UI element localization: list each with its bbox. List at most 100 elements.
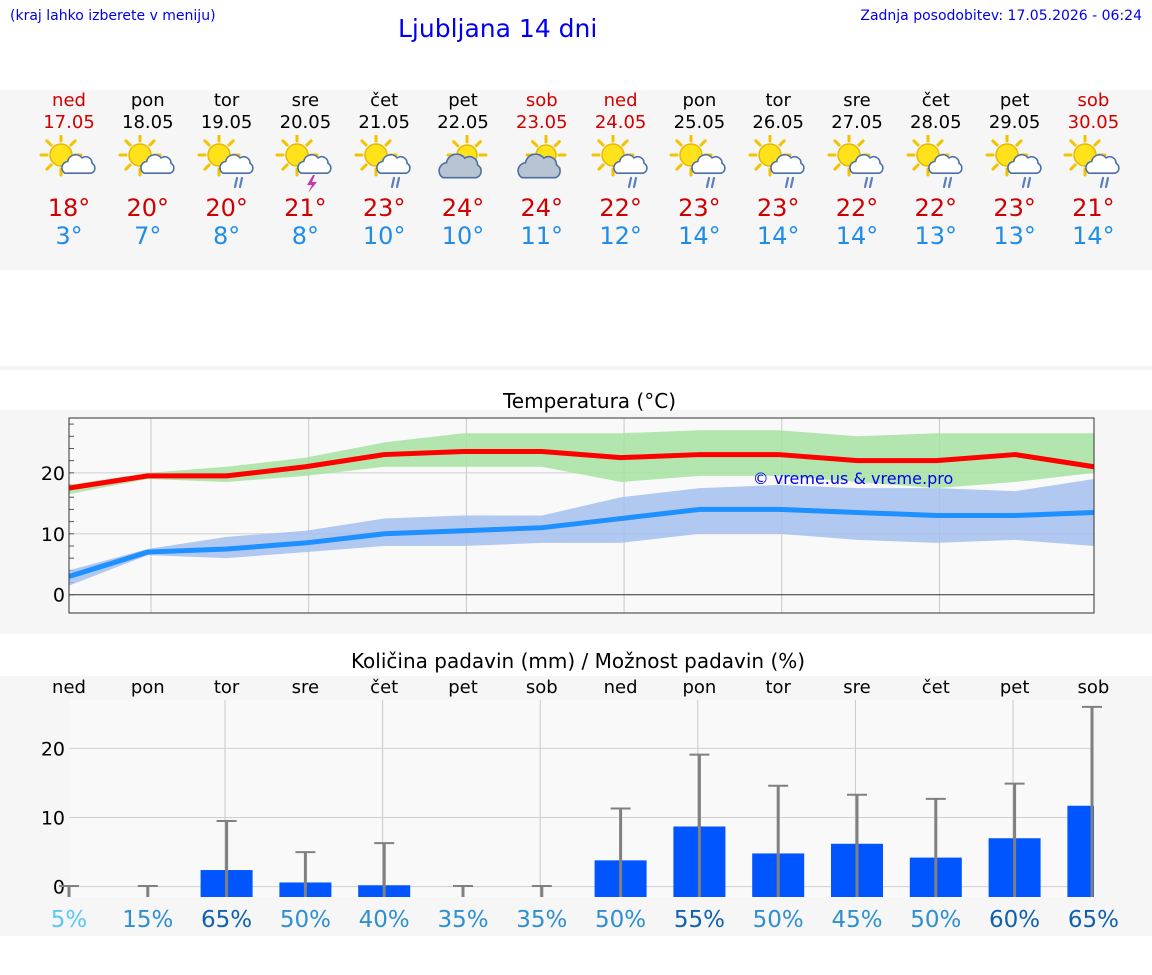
temp-min: 8° bbox=[212, 222, 241, 250]
day-column[interactable]: sob 30.05 21° 14° bbox=[1054, 90, 1132, 250]
temp-max: 20° bbox=[205, 194, 248, 222]
cloudy-rain-icon bbox=[827, 135, 884, 189]
page-title: Ljubljana 14 dni bbox=[398, 14, 598, 43]
temp-max: 21° bbox=[284, 194, 327, 222]
temp-max: 22° bbox=[914, 194, 958, 222]
day-date: 24.05 bbox=[594, 112, 647, 133]
day-date: 17.05 bbox=[43, 112, 95, 133]
weather-icon-cell bbox=[660, 134, 738, 196]
day-column[interactable]: ned 24.05 22° 12° bbox=[582, 90, 660, 250]
location-hint: (kraj lahko izberete v meniju) bbox=[10, 8, 216, 24]
day-name: ned bbox=[52, 90, 86, 111]
cloudy-rain-icon bbox=[1063, 135, 1121, 189]
temp-min: 14° bbox=[835, 222, 879, 250]
thunderstorm-icon bbox=[275, 135, 333, 193]
day-name: sre bbox=[843, 90, 871, 111]
cloudy-rain-icon bbox=[748, 135, 805, 189]
weather-icon-cell bbox=[897, 134, 975, 196]
day-name: sre bbox=[291, 90, 320, 111]
weather-icon-cell bbox=[503, 134, 581, 196]
day-column[interactable]: čet 28.05 22° 13° bbox=[897, 90, 975, 250]
weather-icon-cell bbox=[188, 134, 266, 196]
temp-min: 8° bbox=[291, 222, 320, 250]
precip-probability: 55% bbox=[674, 907, 725, 933]
x-category-label: tor bbox=[765, 677, 791, 698]
day-column[interactable]: pet 22.05 24° 10° bbox=[424, 90, 502, 250]
weather-icon-cell bbox=[818, 134, 896, 196]
temp-min: 14° bbox=[756, 222, 800, 250]
y-tick-label: 20 bbox=[41, 463, 65, 485]
day-name: ned bbox=[603, 90, 638, 111]
day-name: tor bbox=[765, 90, 791, 111]
day-column[interactable]: sre 20.05 21° 8° bbox=[266, 90, 344, 250]
y-tick-label: 10 bbox=[41, 524, 65, 546]
day-column[interactable]: pet 29.05 23° 13° bbox=[976, 90, 1054, 250]
precip-bar bbox=[1067, 805, 1094, 897]
temperature-chart: Temperatura (°C) 0 10 20 © vreme.us & vreme.… bbox=[41, 389, 1095, 614]
day-column[interactable]: pon 25.05 23° 14° bbox=[660, 90, 738, 250]
temp-max: 20° bbox=[126, 194, 170, 222]
x-category-label: sob bbox=[1077, 677, 1109, 698]
temp-max: 23° bbox=[678, 194, 721, 222]
day-date: 21.05 bbox=[358, 112, 410, 133]
day-date: 26.05 bbox=[752, 112, 804, 133]
min-temp-range-band bbox=[69, 478, 1094, 586]
cloudy-rain-icon bbox=[985, 135, 1042, 189]
day-date: 22.05 bbox=[437, 112, 489, 133]
cloudy-rain-icon bbox=[906, 135, 963, 189]
day-column[interactable]: tor 19.05 20° 8° bbox=[188, 90, 266, 250]
y-tick-label: 20 bbox=[41, 738, 65, 760]
weather-icon-cell bbox=[424, 134, 502, 196]
temp-min: 14° bbox=[678, 222, 721, 250]
weather-icon-cell bbox=[1054, 134, 1132, 196]
day-name: sob bbox=[1077, 90, 1110, 111]
temp-max: 23° bbox=[362, 194, 406, 222]
x-category-label: sre bbox=[843, 677, 870, 698]
day-column[interactable]: sob 23.05 24° 11° bbox=[503, 90, 581, 250]
day-column[interactable]: ned 17.05 18° 3° bbox=[30, 90, 108, 250]
x-category-label: pet bbox=[1000, 677, 1030, 698]
day-date: 19.05 bbox=[200, 112, 253, 133]
day-name: tor bbox=[213, 90, 240, 111]
mostly-cloudy-icon bbox=[517, 135, 567, 179]
weather-icon-cell bbox=[345, 134, 423, 196]
y-tick-label: 10 bbox=[41, 808, 65, 830]
temp-min: 13° bbox=[914, 222, 958, 250]
x-category-label: sob bbox=[526, 677, 558, 698]
day-name: pet bbox=[448, 90, 478, 111]
day-date: 30.05 bbox=[1067, 112, 1120, 133]
partly-cloudy-icon bbox=[118, 135, 175, 177]
day-column[interactable]: sre 27.05 22° 14° bbox=[818, 90, 896, 250]
day-column[interactable]: čet 21.05 23° 10° bbox=[345, 90, 423, 250]
separator bbox=[0, 366, 1152, 370]
y-tick-label: 0 bbox=[53, 585, 65, 607]
precip-probability: 35% bbox=[516, 907, 567, 933]
day-date: 23.05 bbox=[516, 112, 568, 133]
watermark: © vreme.us & vreme.pro bbox=[753, 469, 954, 488]
weather-icon-cell bbox=[109, 134, 187, 196]
precip-probability: 65% bbox=[201, 907, 252, 933]
precip-probability: 65% bbox=[1068, 907, 1119, 933]
precip-probability: 45% bbox=[831, 907, 882, 933]
precipitation-chart: Količina padavin (mm) / Možnost padavin … bbox=[41, 649, 1119, 933]
day-column[interactable]: pon 18.05 20° 7° bbox=[109, 90, 187, 250]
x-category-label: čet bbox=[922, 677, 950, 698]
max-temp-line bbox=[68, 449, 1095, 491]
temp-max: 18° bbox=[47, 194, 91, 222]
temp-max: 23° bbox=[756, 194, 800, 222]
day-column[interactable]: tor 26.05 23° 14° bbox=[739, 90, 817, 250]
temp-min: 14° bbox=[1072, 222, 1115, 250]
x-category-label: ned bbox=[604, 677, 638, 698]
day-name: čet bbox=[370, 90, 399, 111]
precip-probability: 60% bbox=[989, 907, 1040, 933]
x-category-label: ned bbox=[52, 677, 86, 698]
x-category-label: pon bbox=[682, 677, 716, 698]
chart-title: Temperatura (°C) bbox=[502, 389, 676, 413]
cloudy-rain-icon bbox=[669, 135, 727, 189]
temp-max: 24° bbox=[441, 194, 485, 222]
forecast-panel bbox=[0, 90, 1152, 270]
temp-min: 11° bbox=[520, 222, 564, 250]
temp-max: 23° bbox=[993, 194, 1036, 222]
weather-icon-cell bbox=[976, 134, 1054, 196]
weather-icon-cell bbox=[30, 134, 108, 196]
